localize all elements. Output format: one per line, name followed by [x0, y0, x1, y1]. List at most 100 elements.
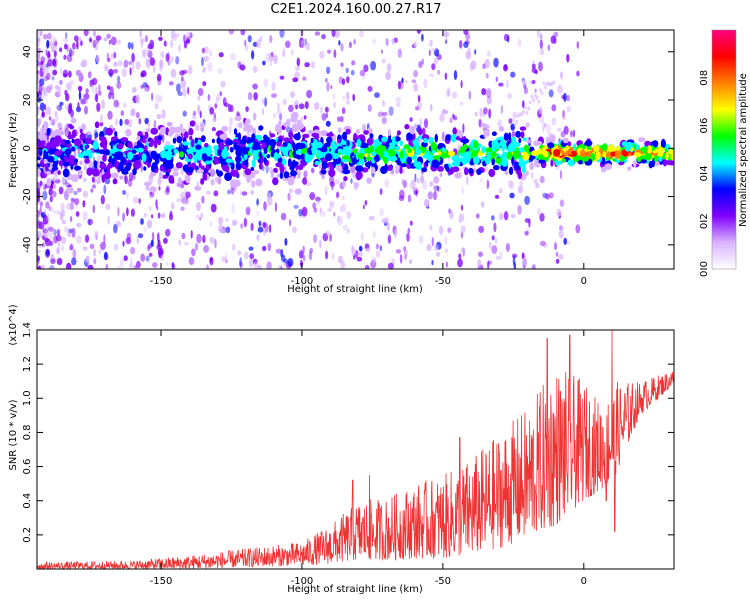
noise-speck [250, 222, 254, 231]
noise-speck [65, 93, 70, 102]
noise-speck [43, 209, 47, 216]
noise-speck [562, 109, 565, 119]
noise-speck [37, 72, 40, 83]
noise-speck [553, 31, 559, 38]
noise-speck [117, 206, 120, 217]
band-blob [342, 179, 346, 188]
noise-speck [87, 218, 94, 226]
band-blob [518, 147, 526, 153]
noise-speck [76, 222, 82, 228]
faint-feature [525, 110, 529, 115]
noise-speck [332, 92, 336, 101]
y-tick-label: 0.2 [22, 527, 33, 543]
band-blob [244, 168, 252, 176]
noise-speck [122, 190, 127, 195]
noise-speck [135, 111, 140, 119]
band-blob [37, 168, 42, 177]
noise-speck [38, 93, 42, 99]
noise-speck [243, 217, 248, 228]
band-blob [282, 148, 287, 156]
band-blob [379, 145, 387, 152]
noise-speck [240, 223, 244, 229]
band-blob [546, 136, 551, 144]
band-blob [269, 133, 276, 138]
band-blob [160, 150, 167, 159]
band-blob [481, 146, 486, 154]
noise-speck [372, 38, 376, 45]
noise-speck [59, 47, 63, 52]
noise-speck [45, 85, 52, 94]
band-blob [343, 176, 348, 182]
band-blob [337, 148, 343, 153]
noise-speck [199, 216, 202, 221]
noise-speck [279, 112, 283, 121]
noise-speck [71, 227, 76, 238]
noise-speck [152, 65, 156, 74]
band-blob [159, 165, 165, 172]
band-blob [158, 171, 163, 179]
noise-speck [339, 206, 344, 213]
band-blob [77, 169, 83, 176]
noise-speck [63, 54, 67, 60]
noise-speck [77, 101, 80, 111]
band-blob [191, 163, 197, 169]
noise-speck [224, 252, 228, 261]
noise-speck [54, 50, 57, 58]
noise-speck [289, 188, 294, 194]
band-blob [251, 158, 256, 168]
noise-speck [517, 204, 522, 215]
noise-speck [82, 246, 88, 251]
noise-speck [89, 38, 92, 43]
band-blob [320, 130, 328, 137]
faint-feature [552, 80, 556, 85]
noise-speck [39, 114, 43, 123]
band-blob [370, 166, 376, 174]
noise-speck [252, 83, 258, 90]
noise-speck [352, 172, 357, 179]
noise-speck [209, 256, 214, 266]
noise-speck [433, 190, 437, 201]
noise-speck [300, 116, 303, 124]
noise-speck [333, 211, 336, 217]
band-blob [584, 140, 593, 147]
noise-speck [83, 30, 89, 37]
noise-speck [358, 245, 363, 252]
noise-speck [427, 191, 433, 200]
colorbar-tick-label: 0.6 [699, 118, 710, 134]
noise-speck [366, 247, 371, 253]
band-blob [373, 153, 381, 163]
band-blob [414, 123, 418, 129]
noise-speck [103, 184, 107, 195]
noise-speck [283, 258, 288, 264]
noise-speck [422, 127, 426, 136]
spectrogram-frame [36, 29, 675, 270]
band-blob [638, 137, 646, 143]
band-blob [357, 152, 365, 160]
noise-speck [274, 202, 277, 212]
noise-speck [83, 93, 90, 100]
noise-speck [231, 219, 238, 226]
noise-speck [378, 164, 381, 174]
noise-speck [321, 34, 326, 40]
noise-speck [60, 66, 62, 76]
noise-speck [56, 246, 60, 255]
noise-speck [325, 106, 329, 113]
band-blob [662, 159, 668, 167]
band-blob [508, 132, 512, 141]
noise-speck [423, 198, 430, 208]
noise-speck [551, 104, 557, 112]
noise-speck [182, 110, 187, 117]
band-blob [252, 112, 257, 121]
band-blob [588, 158, 593, 165]
noise-speck [468, 90, 472, 100]
band-blob [235, 155, 242, 163]
noise-speck [229, 117, 233, 126]
band-blob [96, 176, 101, 185]
noise-speck [437, 69, 441, 75]
band-blob [112, 178, 118, 185]
noise-speck [275, 248, 282, 254]
noise-speck [381, 49, 383, 54]
noise-speck [480, 201, 485, 208]
band-blob [290, 111, 299, 119]
band-blob [150, 186, 155, 193]
